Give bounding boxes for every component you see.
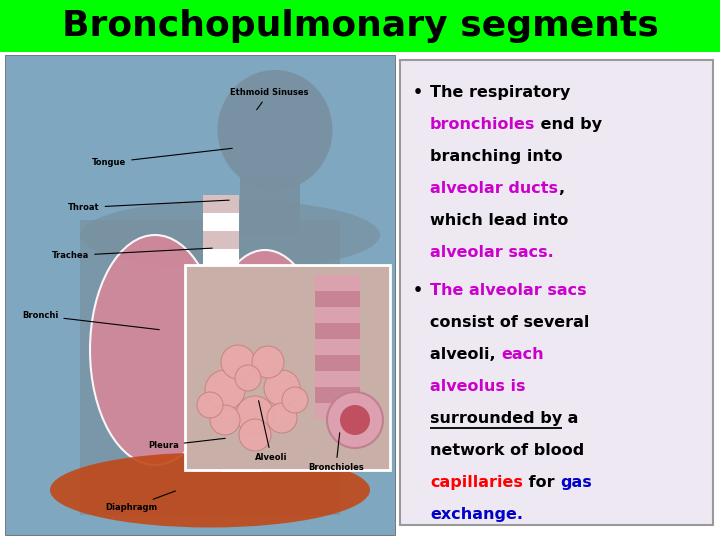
- Circle shape: [340, 405, 370, 435]
- Circle shape: [252, 346, 284, 378]
- Circle shape: [221, 345, 255, 379]
- Circle shape: [197, 392, 223, 418]
- Circle shape: [264, 370, 300, 406]
- Text: network of blood: network of blood: [430, 443, 584, 458]
- Bar: [315, 291, 360, 307]
- Text: capillaries: capillaries: [430, 475, 523, 490]
- Text: Trachea: Trachea: [52, 248, 212, 260]
- Ellipse shape: [207, 250, 323, 460]
- Bar: [315, 371, 360, 387]
- Bar: [315, 323, 360, 339]
- Text: The alveolar sacs: The alveolar sacs: [430, 283, 587, 298]
- Text: Bronchi: Bronchi: [22, 311, 159, 330]
- Ellipse shape: [90, 235, 220, 465]
- Ellipse shape: [50, 453, 370, 528]
- Bar: [315, 403, 360, 419]
- Circle shape: [210, 405, 240, 435]
- Ellipse shape: [80, 200, 380, 270]
- Bar: [0, 0, 720, 52]
- Text: Pleura: Pleura: [148, 438, 225, 450]
- Text: gas: gas: [560, 475, 592, 490]
- Text: end by: end by: [536, 117, 603, 132]
- Bar: [203, 249, 239, 267]
- Text: Alveoli: Alveoli: [255, 401, 287, 462]
- Circle shape: [327, 392, 383, 448]
- Bar: [315, 275, 360, 291]
- Text: for: for: [523, 475, 560, 490]
- Bar: [5, 55, 395, 535]
- Circle shape: [236, 396, 274, 434]
- Bar: [222, 420, 260, 470]
- Text: bronchioles: bronchioles: [430, 117, 536, 132]
- Text: alveolus is: alveolus is: [430, 379, 526, 394]
- Text: which lead into: which lead into: [430, 213, 568, 228]
- Bar: [203, 231, 239, 249]
- Text: Ethmoid Sinuses: Ethmoid Sinuses: [230, 88, 308, 110]
- Text: Tongue: Tongue: [92, 148, 233, 167]
- Text: ,: ,: [558, 181, 564, 196]
- Text: alveoli,: alveoli,: [430, 347, 501, 362]
- Bar: [315, 355, 360, 371]
- Text: alveolar sacs.: alveolar sacs.: [430, 245, 554, 260]
- Text: consist of several: consist of several: [430, 315, 590, 330]
- Bar: [315, 339, 360, 355]
- Text: Bronchioles: Bronchioles: [308, 433, 364, 472]
- Bar: [315, 387, 360, 403]
- Circle shape: [205, 370, 245, 410]
- Text: each: each: [501, 347, 544, 362]
- Circle shape: [235, 365, 261, 391]
- Bar: [240, 175, 300, 235]
- Text: surrounded by: surrounded by: [430, 411, 562, 426]
- Text: Throat: Throat: [68, 200, 229, 212]
- Bar: [400, 60, 713, 525]
- Bar: [203, 195, 239, 213]
- Text: alveolar ducts: alveolar ducts: [430, 181, 558, 196]
- Bar: [203, 285, 239, 303]
- Text: branching into: branching into: [430, 149, 562, 164]
- Bar: [80, 220, 340, 515]
- Circle shape: [282, 387, 308, 413]
- Text: Diaphragm: Diaphragm: [105, 491, 176, 512]
- Circle shape: [239, 419, 271, 451]
- Bar: [203, 267, 239, 285]
- Bar: [185, 265, 390, 470]
- Text: Bronchopulmonary segments: Bronchopulmonary segments: [62, 9, 658, 43]
- Circle shape: [267, 403, 297, 433]
- Bar: [203, 213, 239, 231]
- Text: exchange.: exchange.: [430, 507, 523, 522]
- Text: •: •: [413, 85, 423, 100]
- Text: •: •: [413, 283, 423, 298]
- Bar: [203, 303, 239, 321]
- Text: a: a: [562, 411, 578, 426]
- Bar: [315, 307, 360, 323]
- Text: The respiratory: The respiratory: [430, 85, 570, 100]
- Ellipse shape: [217, 70, 333, 190]
